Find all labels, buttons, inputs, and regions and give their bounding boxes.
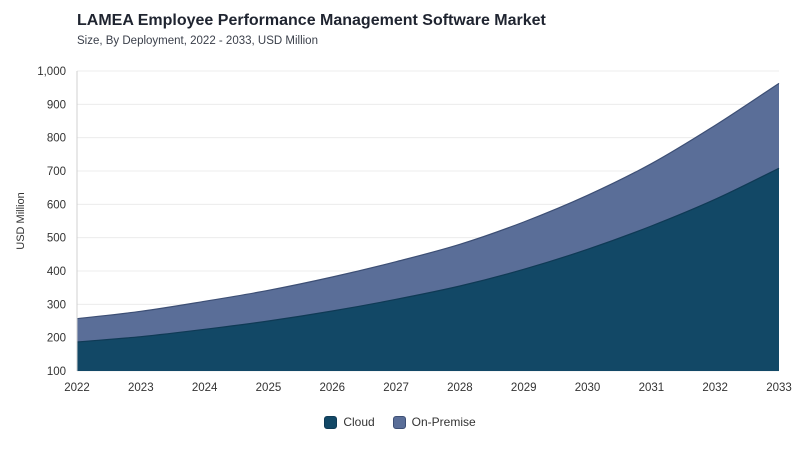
chart-areas — [76, 82, 780, 371]
x-tick-label: 2024 — [192, 382, 218, 394]
y-tick-label: 400 — [47, 266, 66, 278]
y-tick-label: 500 — [47, 233, 66, 245]
y-tick-label: 600 — [47, 199, 66, 211]
y-tick-label: 300 — [47, 299, 66, 311]
legend: Cloud On-Premise — [0, 415, 800, 429]
x-tick-label: 2029 — [511, 382, 537, 394]
legend-swatch-on-premise — [392, 415, 406, 429]
y-tick-label: 200 — [47, 333, 66, 345]
line-on-premise — [76, 82, 780, 320]
y-tick-label: 900 — [47, 99, 66, 111]
y-tick-label: 1,000 — [37, 66, 66, 78]
legend-item-on-premise[interactable]: On-Premise — [392, 415, 476, 429]
chart-subtitle: Size, By Deployment, 2022 - 2033, USD Mi… — [77, 35, 318, 47]
legend-label-cloud: Cloud — [343, 415, 375, 429]
line-cloud — [76, 167, 780, 343]
x-tick-label: 2027 — [383, 382, 409, 394]
x-tick-label: 2026 — [319, 382, 345, 394]
y-tick-label: 800 — [47, 133, 66, 145]
y-axis-label: USD Million — [15, 192, 27, 249]
legend-swatch-cloud — [324, 415, 338, 429]
x-tick-label: 2028 — [447, 382, 473, 394]
y-tick-label: 100 — [47, 366, 66, 378]
legend-item-cloud[interactable]: Cloud — [324, 415, 375, 429]
x-tick-label: 2023 — [128, 382, 154, 394]
x-tick-label: 2025 — [256, 382, 282, 394]
area-on-premise — [77, 83, 779, 342]
chart-axes: 100 200 300 400 500 600 700 800 900 1,000 2022 2023… — [37, 66, 792, 394]
chart-title: LAMEA Employee Performance Management So… — [77, 12, 546, 29]
legend-label-on-premise: On-Premise — [411, 415, 476, 429]
x-tick-label: 2030 — [575, 382, 601, 394]
y-tick-label: 700 — [47, 166, 66, 178]
x-tick-label: 2031 — [639, 382, 665, 394]
x-tick-label: 2022 — [64, 382, 90, 394]
area-cloud — [77, 168, 779, 371]
x-tick-label: 2033 — [766, 382, 792, 394]
x-tick-label: 2032 — [702, 382, 728, 394]
